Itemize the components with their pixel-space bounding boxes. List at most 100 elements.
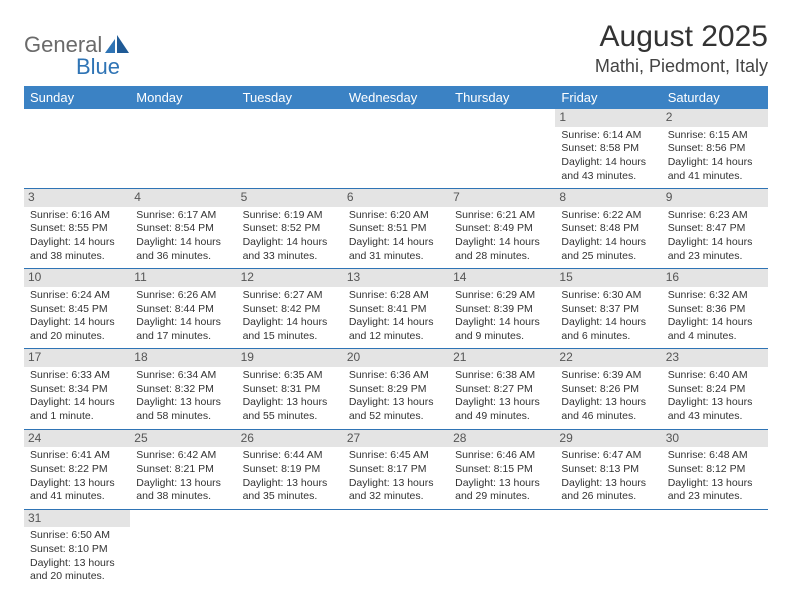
day-number: 3 bbox=[24, 189, 130, 207]
day-cell: 2Sunrise: 6:15 AMSunset: 8:56 PMDaylight… bbox=[662, 109, 768, 189]
daylight-text: Daylight: 14 hours bbox=[243, 316, 337, 330]
day-cell: 19Sunrise: 6:35 AMSunset: 8:31 PMDayligh… bbox=[237, 349, 343, 429]
daylight-text: and 43 minutes. bbox=[561, 170, 655, 184]
daylight-text: and 1 minute. bbox=[30, 410, 124, 424]
sunrise-text: Sunrise: 6:16 AM bbox=[30, 209, 124, 223]
daylight-text: Daylight: 13 hours bbox=[561, 396, 655, 410]
daylight-text: and 4 minutes. bbox=[668, 330, 762, 344]
day-cell: 3Sunrise: 6:16 AMSunset: 8:55 PMDaylight… bbox=[24, 189, 130, 269]
day-number: 9 bbox=[662, 189, 768, 207]
title-block: August 2025 Mathi, Piedmont, Italy bbox=[595, 20, 768, 77]
daylight-text: and 29 minutes. bbox=[455, 490, 549, 504]
daylight-text: Daylight: 13 hours bbox=[349, 477, 443, 491]
day-cell: 29Sunrise: 6:47 AMSunset: 8:13 PMDayligh… bbox=[555, 429, 661, 509]
sunset-text: Sunset: 8:15 PM bbox=[455, 463, 549, 477]
sunrise-text: Sunrise: 6:26 AM bbox=[136, 289, 230, 303]
daylight-text: and 41 minutes. bbox=[30, 490, 124, 504]
daylight-text: and 12 minutes. bbox=[349, 330, 443, 344]
daylight-text: Daylight: 13 hours bbox=[561, 477, 655, 491]
sunrise-text: Sunrise: 6:21 AM bbox=[455, 209, 549, 223]
sunrise-text: Sunrise: 6:46 AM bbox=[455, 449, 549, 463]
daylight-text: Daylight: 14 hours bbox=[349, 236, 443, 250]
daylight-text: and 25 minutes. bbox=[561, 250, 655, 264]
daylight-text: and 52 minutes. bbox=[349, 410, 443, 424]
sunset-text: Sunset: 8:26 PM bbox=[561, 383, 655, 397]
day-number: 26 bbox=[237, 430, 343, 448]
sunrise-text: Sunrise: 6:33 AM bbox=[30, 369, 124, 383]
weekday-header: Thursday bbox=[449, 86, 555, 109]
sunrise-text: Sunrise: 6:47 AM bbox=[561, 449, 655, 463]
sunrise-text: Sunrise: 6:39 AM bbox=[561, 369, 655, 383]
sunset-text: Sunset: 8:29 PM bbox=[349, 383, 443, 397]
daylight-text: Daylight: 13 hours bbox=[243, 396, 337, 410]
weekday-header: Tuesday bbox=[237, 86, 343, 109]
day-number: 25 bbox=[130, 430, 236, 448]
daylight-text: Daylight: 13 hours bbox=[30, 477, 124, 491]
sunrise-text: Sunrise: 6:48 AM bbox=[668, 449, 762, 463]
day-cell bbox=[24, 109, 130, 189]
daylight-text: Daylight: 13 hours bbox=[30, 557, 124, 571]
daylight-text: Daylight: 13 hours bbox=[668, 477, 762, 491]
daylight-text: and 23 minutes. bbox=[668, 490, 762, 504]
day-cell: 7Sunrise: 6:21 AMSunset: 8:49 PMDaylight… bbox=[449, 189, 555, 269]
location: Mathi, Piedmont, Italy bbox=[595, 56, 768, 77]
daylight-text: and 20 minutes. bbox=[30, 570, 124, 584]
sunrise-text: Sunrise: 6:38 AM bbox=[455, 369, 549, 383]
weekday-row: Sunday Monday Tuesday Wednesday Thursday… bbox=[24, 86, 768, 109]
sunset-text: Sunset: 8:12 PM bbox=[668, 463, 762, 477]
day-cell: 27Sunrise: 6:45 AMSunset: 8:17 PMDayligh… bbox=[343, 429, 449, 509]
day-number: 21 bbox=[449, 349, 555, 367]
day-cell: 24Sunrise: 6:41 AMSunset: 8:22 PMDayligh… bbox=[24, 429, 130, 509]
sunset-text: Sunset: 8:58 PM bbox=[561, 142, 655, 156]
day-number: 10 bbox=[24, 269, 130, 287]
day-number: 17 bbox=[24, 349, 130, 367]
weekday-header: Friday bbox=[555, 86, 661, 109]
daylight-text: Daylight: 14 hours bbox=[455, 316, 549, 330]
sunset-text: Sunset: 8:48 PM bbox=[561, 222, 655, 236]
day-number: 4 bbox=[130, 189, 236, 207]
sunrise-text: Sunrise: 6:29 AM bbox=[455, 289, 549, 303]
day-number: 20 bbox=[343, 349, 449, 367]
day-cell: 11Sunrise: 6:26 AMSunset: 8:44 PMDayligh… bbox=[130, 269, 236, 349]
day-number: 27 bbox=[343, 430, 449, 448]
sunset-text: Sunset: 8:13 PM bbox=[561, 463, 655, 477]
sunrise-text: Sunrise: 6:41 AM bbox=[30, 449, 124, 463]
sunset-text: Sunset: 8:55 PM bbox=[30, 222, 124, 236]
calendar-table: Sunday Monday Tuesday Wednesday Thursday… bbox=[24, 86, 768, 589]
daylight-text: and 17 minutes. bbox=[136, 330, 230, 344]
month-title: August 2025 bbox=[595, 20, 768, 54]
daylight-text: Daylight: 14 hours bbox=[561, 156, 655, 170]
day-number: 29 bbox=[555, 430, 661, 448]
sunrise-text: Sunrise: 6:30 AM bbox=[561, 289, 655, 303]
week-row: 31Sunrise: 6:50 AMSunset: 8:10 PMDayligh… bbox=[24, 509, 768, 589]
sunset-text: Sunset: 8:52 PM bbox=[243, 222, 337, 236]
sunrise-text: Sunrise: 6:17 AM bbox=[136, 209, 230, 223]
day-cell: 28Sunrise: 6:46 AMSunset: 8:15 PMDayligh… bbox=[449, 429, 555, 509]
day-cell bbox=[343, 509, 449, 589]
sunrise-text: Sunrise: 6:14 AM bbox=[561, 129, 655, 143]
day-cell: 23Sunrise: 6:40 AMSunset: 8:24 PMDayligh… bbox=[662, 349, 768, 429]
sunrise-text: Sunrise: 6:22 AM bbox=[561, 209, 655, 223]
day-number: 22 bbox=[555, 349, 661, 367]
daylight-text: Daylight: 13 hours bbox=[455, 477, 549, 491]
sunrise-text: Sunrise: 6:44 AM bbox=[243, 449, 337, 463]
sunrise-text: Sunrise: 6:34 AM bbox=[136, 369, 230, 383]
sunrise-text: Sunrise: 6:40 AM bbox=[668, 369, 762, 383]
daylight-text: Daylight: 14 hours bbox=[30, 396, 124, 410]
header: General Blue August 2025 Mathi, Piedmont… bbox=[24, 20, 768, 80]
day-cell: 30Sunrise: 6:48 AMSunset: 8:12 PMDayligh… bbox=[662, 429, 768, 509]
day-number: 1 bbox=[555, 109, 661, 127]
daylight-text: Daylight: 14 hours bbox=[668, 156, 762, 170]
daylight-text: and 26 minutes. bbox=[561, 490, 655, 504]
day-cell: 15Sunrise: 6:30 AMSunset: 8:37 PMDayligh… bbox=[555, 269, 661, 349]
daylight-text: and 33 minutes. bbox=[243, 250, 337, 264]
sunset-text: Sunset: 8:45 PM bbox=[30, 303, 124, 317]
day-cell bbox=[130, 109, 236, 189]
daylight-text: and 55 minutes. bbox=[243, 410, 337, 424]
logo: General Blue bbox=[24, 20, 129, 80]
day-cell bbox=[237, 509, 343, 589]
sunset-text: Sunset: 8:54 PM bbox=[136, 222, 230, 236]
sunset-text: Sunset: 8:39 PM bbox=[455, 303, 549, 317]
sunrise-text: Sunrise: 6:23 AM bbox=[668, 209, 762, 223]
day-cell bbox=[662, 509, 768, 589]
